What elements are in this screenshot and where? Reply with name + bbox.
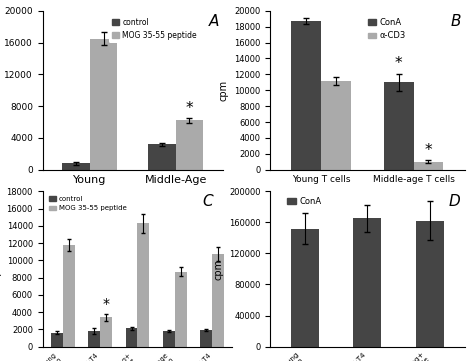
Bar	[212, 254, 224, 347]
Bar	[292, 21, 321, 170]
Bar	[100, 317, 112, 347]
Bar	[175, 121, 203, 170]
Bar	[88, 331, 100, 347]
Bar	[321, 81, 351, 170]
Text: *: *	[103, 297, 110, 311]
Bar	[90, 39, 117, 170]
Bar	[163, 331, 174, 347]
Legend: control, MOG 35-55 peptide: control, MOG 35-55 peptide	[109, 15, 200, 43]
Bar	[148, 144, 175, 170]
Text: *: *	[425, 143, 432, 158]
Bar	[384, 82, 414, 170]
Bar	[414, 162, 443, 170]
Bar	[63, 245, 75, 347]
Bar	[137, 223, 149, 347]
Legend: control, MOG 35-55 peptide: control, MOG 35-55 peptide	[46, 193, 129, 214]
Text: B: B	[450, 14, 461, 29]
Bar	[126, 329, 137, 347]
Y-axis label: cpm: cpm	[0, 258, 1, 279]
Y-axis label: cpm: cpm	[213, 258, 223, 279]
Bar	[416, 221, 444, 347]
Bar	[174, 271, 187, 347]
Text: A: A	[209, 14, 219, 29]
Bar	[291, 229, 319, 347]
Y-axis label: cpm: cpm	[219, 80, 228, 101]
Text: C: C	[203, 195, 213, 209]
Bar	[200, 330, 212, 347]
Legend: ConA: ConA	[284, 194, 325, 210]
Text: *: *	[185, 101, 193, 116]
Text: D: D	[449, 195, 461, 209]
Text: *: *	[395, 56, 402, 71]
Legend: ConA, α-CD3: ConA, α-CD3	[365, 15, 409, 44]
Bar	[353, 218, 382, 347]
Bar	[51, 333, 63, 347]
Bar	[63, 163, 90, 170]
